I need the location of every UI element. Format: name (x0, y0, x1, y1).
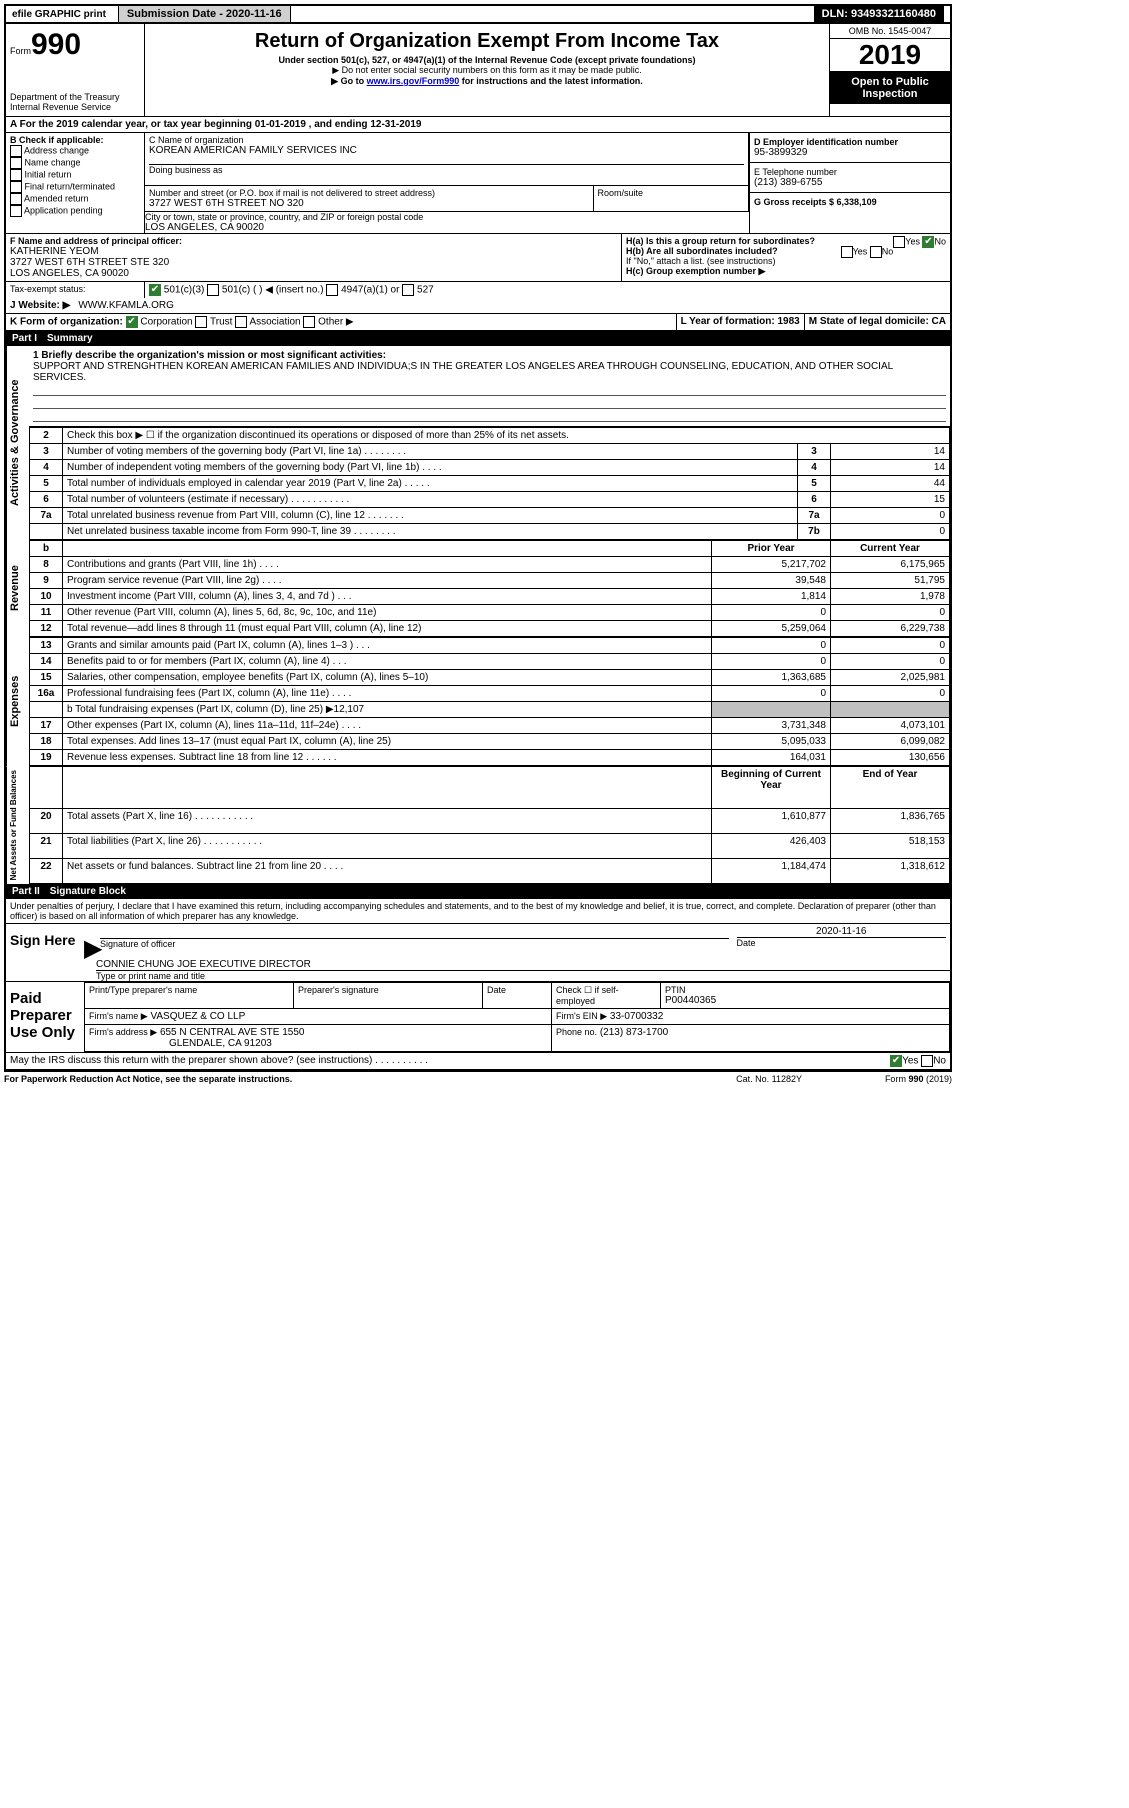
4947-checkbox[interactable] (326, 284, 338, 296)
expenses-block: Expenses 13Grants and similar amounts pa… (6, 637, 950, 766)
section-bcdefg: B Check if applicable: Address change Na… (6, 133, 950, 234)
title-box: Return of Organization Exempt From Incom… (145, 24, 829, 116)
part2-header: Part II Signature Block (6, 884, 950, 899)
addr-label: Number and street (or P.O. box if mail i… (149, 188, 589, 198)
date-label: Date (737, 938, 947, 948)
section-c-wrap: C Name of organization KOREAN AMERICAN F… (145, 133, 749, 233)
officer-name: KATHERINE YEOM (10, 246, 617, 257)
omb-label: OMB No. 1545-0047 (830, 24, 950, 38)
signer-name: CONNIE CHUNG JOE EXECUTIVE DIRECTOR (96, 959, 950, 970)
net-table: Beginning of Current YearEnd of Year 20T… (29, 766, 950, 884)
footer-mid: Cat. No. 11282Y (736, 1074, 802, 1084)
phone-value: (213) 389-6755 (754, 177, 946, 188)
room-label: Room/suite (598, 188, 745, 198)
city-value: LOS ANGELES, CA 90020 (145, 222, 749, 233)
submission-date-button[interactable]: Submission Date - 2020-11-16 (118, 5, 291, 23)
vert-net: Net Assets or Fund Balances (6, 766, 29, 884)
penalties-text: Under penalties of perjury, I declare th… (6, 899, 950, 924)
501c3-checkbox[interactable]: ✔ (149, 284, 161, 296)
sign-section: Sign Here ▶ Signature of officer 2020-11… (6, 924, 950, 982)
hb-note: If "No," attach a list. (see instruction… (626, 256, 946, 266)
e-label: E Telephone number (754, 167, 946, 177)
dln-label: DLN: 93493321160480 (814, 6, 944, 22)
line-a: A For the 2019 calendar year, or tax yea… (6, 117, 950, 133)
discuss-no-checkbox[interactable] (921, 1055, 933, 1067)
activities-governance-block: Activities & Governance 1 Briefly descri… (6, 346, 950, 540)
preparer-label: Paid Preparer Use Only (6, 982, 84, 1052)
efile-label: efile GRAPHIC print (6, 7, 112, 22)
mission-text: SUPPORT AND STRENGHTHEN KOREAN AMERICAN … (33, 361, 946, 383)
form-container: efile GRAPHIC print Submission Date - 20… (4, 4, 952, 1072)
dba-label: Doing business as (149, 164, 744, 175)
discuss-row: May the IRS discuss this return with the… (6, 1053, 950, 1070)
c-label: C Name of organization (149, 135, 744, 145)
ein-value: 95-3899329 (754, 147, 946, 158)
name-label: Type or print name and title (96, 971, 950, 981)
j-label: J Website: ▶ (6, 298, 74, 313)
irs-link[interactable]: www.irs.gov/Form990 (367, 76, 460, 86)
footer: For Paperwork Reduction Act Notice, see … (4, 1072, 952, 1086)
g-label: G Gross receipts $ 6,338,109 (754, 197, 946, 207)
section-fh: F Name and address of principal officer:… (6, 234, 950, 282)
part1-header: Part I Summary (6, 331, 950, 346)
section-i: Tax-exempt status: ✔ 501(c)(3) 501(c) ( … (6, 282, 950, 298)
subtitle: Under section 501(c), 527, or 4947(a)(1)… (149, 55, 825, 65)
d-label: D Employer identification number (754, 137, 946, 147)
net-assets-block: Net Assets or Fund Balances Beginning of… (6, 766, 950, 884)
corp-checkbox[interactable]: ✔ (126, 316, 138, 328)
form-title: Return of Organization Exempt From Incom… (149, 30, 825, 53)
open-public-label: Open to Public Inspection (830, 72, 950, 104)
exp-table: 13Grants and similar amounts paid (Part … (29, 637, 950, 766)
note-link: ▶ Go to www.irs.gov/Form990 for instruct… (149, 76, 825, 87)
section-j: J Website: ▶ WWW.KFAMLA.ORG (6, 298, 950, 314)
org-name: KOREAN AMERICAN FAMILY SERVICES INC (149, 145, 744, 156)
rev-table: bPrior YearCurrent Year 8Contributions a… (29, 540, 950, 637)
m-label: M State of legal domicile: CA (809, 316, 946, 327)
officer-addr2: LOS ANGELES, CA 90020 (10, 268, 617, 279)
other-checkbox[interactable] (303, 316, 315, 328)
top-bar: efile GRAPHIC print Submission Date - 20… (6, 6, 950, 24)
f-label: F Name and address of principal officer: (10, 236, 617, 246)
section-b: B Check if applicable: Address change Na… (6, 133, 145, 233)
sig-label: Signature of officer (100, 939, 729, 949)
section-klm: K Form of organization: ✔ Corporation Tr… (6, 314, 950, 331)
527-checkbox[interactable] (402, 284, 414, 296)
form-number-box: Form990 Department of the Treasury Inter… (6, 24, 145, 116)
l-label: L Year of formation: 1983 (681, 316, 800, 327)
gov-table: 2Check this box ▶ ☐ if the organization … (29, 427, 950, 540)
note-ssn: ▶ Do not enter social security numbers o… (149, 65, 825, 76)
assoc-checkbox[interactable] (235, 316, 247, 328)
vert-rev: Revenue (6, 540, 29, 637)
sign-here-label: Sign Here (6, 924, 84, 981)
footer-right: Form 990 (2019) (802, 1074, 952, 1084)
right-box: OMB No. 1545-0047 2019 Open to Public In… (829, 24, 950, 116)
arrow-icon: ▶ (84, 924, 96, 981)
tax-year: 2019 (830, 38, 950, 72)
mission-q: 1 Briefly describe the organization's mi… (33, 350, 946, 361)
discuss-yes-checkbox[interactable]: ✔ (890, 1055, 902, 1067)
preparer-table: Print/Type preparer's name Preparer's si… (84, 982, 950, 1052)
revenue-block: Revenue bPrior YearCurrent Year 8Contrib… (6, 540, 950, 637)
city-label: City or town, state or province, country… (145, 212, 749, 222)
i-label: Tax-exempt status: (6, 282, 145, 298)
hc-label: H(c) Group exemption number ▶ (626, 266, 946, 277)
footer-left: For Paperwork Reduction Act Notice, see … (4, 1074, 736, 1084)
section-h: H(a) Is this a group return for subordin… (622, 234, 950, 281)
preparer-section: Paid Preparer Use Only Print/Type prepar… (6, 982, 950, 1053)
street-address: 3727 WEST 6TH STREET NO 320 (149, 198, 589, 209)
dept-label: Department of the Treasury Internal Reve… (10, 92, 140, 112)
vert-ag: Activities & Governance (6, 346, 29, 540)
officer-addr1: 3727 WEST 6TH STREET STE 320 (10, 257, 617, 268)
vert-exp: Expenses (6, 637, 29, 766)
header-row: Form990 Department of the Treasury Inter… (6, 24, 950, 117)
section-deg: D Employer identification number 95-3899… (749, 133, 950, 233)
trust-checkbox[interactable] (195, 316, 207, 328)
sign-date: 2020-11-16 (737, 926, 947, 937)
website-value: WWW.KFAMLA.ORG (74, 298, 178, 313)
501c-checkbox[interactable] (207, 284, 219, 296)
